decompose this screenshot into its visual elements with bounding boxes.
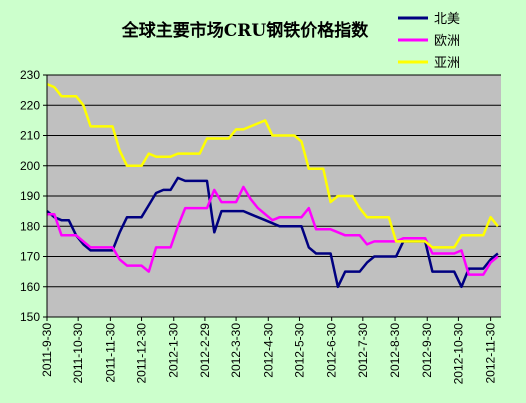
x-tick-label: 2012-5-30: [292, 323, 306, 378]
series-line-1: [47, 185, 499, 276]
x-tick-label: 2012-3-30: [229, 323, 243, 378]
x-tick-label: 2012-2-29: [198, 323, 212, 378]
y-tick-label: 190: [20, 189, 40, 203]
x-tick-label: 2012-9-30: [420, 323, 434, 378]
x-tick-label: 2011-11-30: [103, 323, 117, 383]
x-tick-label: 2012-1-30: [167, 323, 181, 378]
x-tick-label: 2011-10-30: [71, 323, 85, 384]
legend-label-2: 亚洲: [434, 56, 460, 71]
y-tick-label: 200: [20, 159, 40, 173]
x-tick-label: 2012-10-30: [451, 323, 465, 385]
y-tick-label: 220: [20, 98, 40, 112]
chart-title: 全球主要市场CRU钢铁价格指数: [121, 20, 369, 41]
legend-label-0: 北美: [434, 12, 460, 27]
x-tick-label: 2012-7-30: [356, 323, 370, 378]
x-axis: 2011-9-30 2011-10-30 2011-11-30 2011-12-30 2…: [40, 316, 501, 385]
y-tick-label: 160: [20, 280, 40, 294]
y-tick-label: 170: [20, 250, 40, 264]
y-tick-label: 230: [20, 68, 40, 82]
y-tick-label: 180: [20, 219, 40, 233]
x-tick-label: 2011-9-30: [40, 323, 54, 377]
x-tick-label: 2012-4-30: [261, 323, 275, 378]
x-tick-label: 2012-6-30: [325, 323, 339, 378]
y-tick-label: 150: [20, 310, 40, 324]
y-tick-label: 210: [20, 129, 40, 143]
series-line-2: [46, 82, 499, 249]
x-tick-label: 2012-11-30: [484, 323, 498, 384]
x-tick-label: 2012-8-30: [388, 323, 402, 378]
legend-label-1: 欧洲: [434, 34, 460, 49]
x-tick-label: 2011-12-30: [135, 323, 149, 384]
y-axis: 150 160 170 180 190 200 210 220 230: [20, 68, 48, 324]
series-lines: [46, 82, 499, 289]
